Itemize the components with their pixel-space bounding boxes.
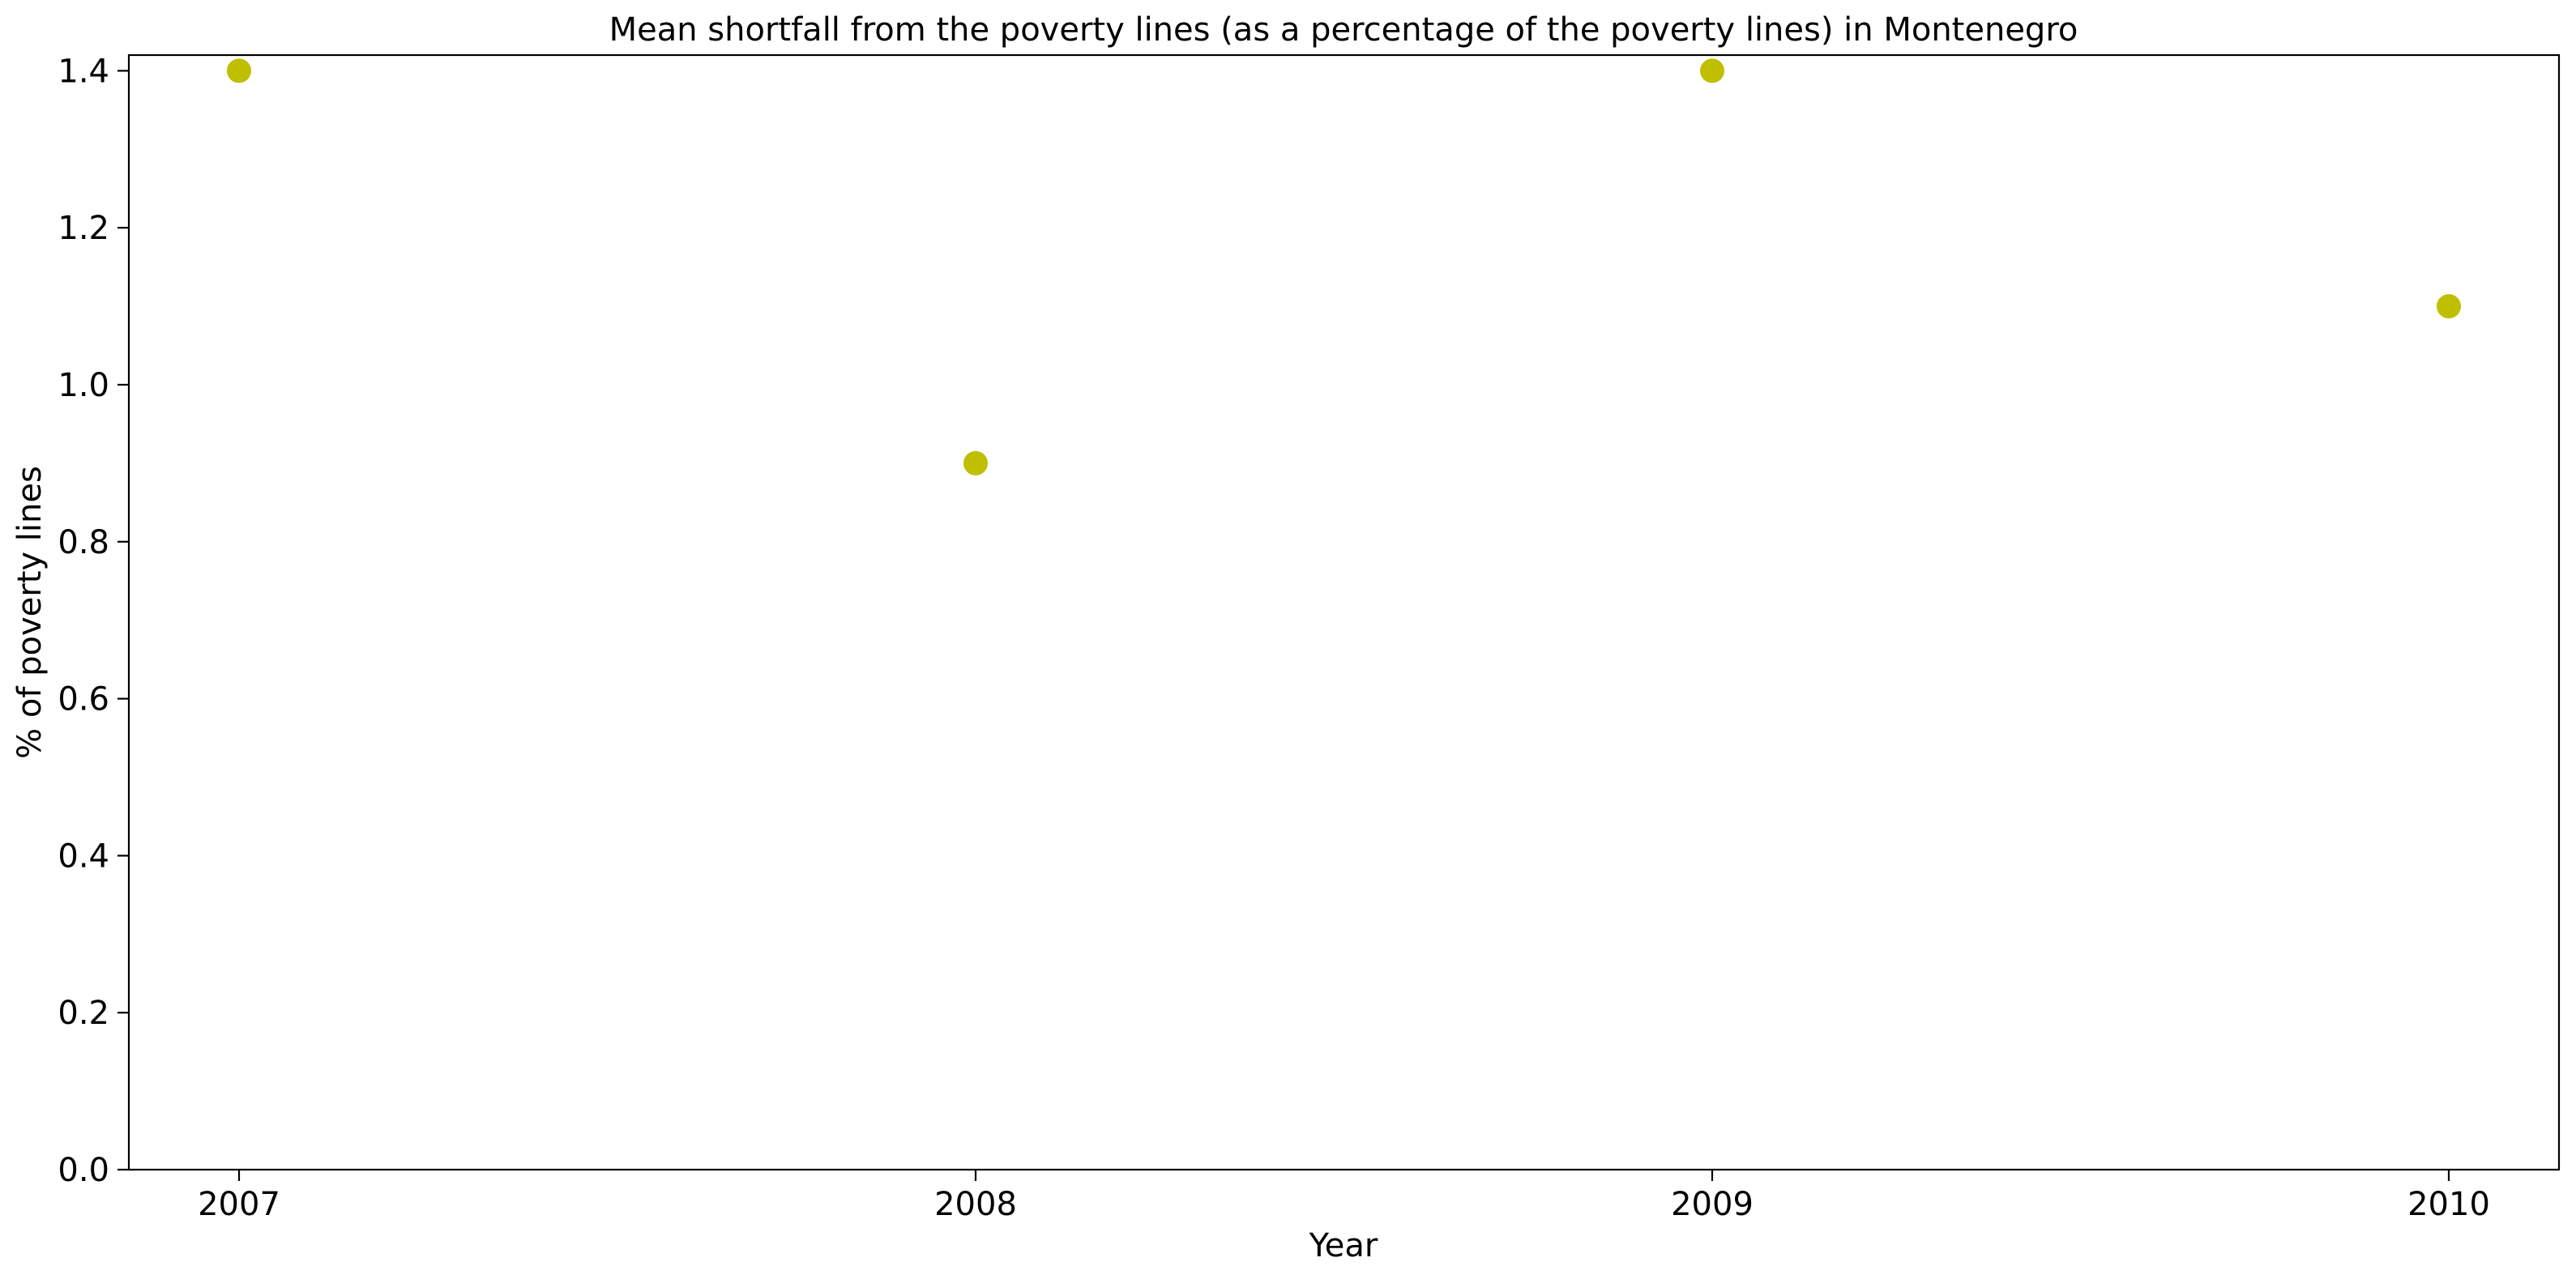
y-axis-label: % of poverty lines — [11, 466, 49, 759]
y-tick-label: 1.2 — [58, 210, 109, 247]
y-tick-label: 0.6 — [58, 681, 109, 718]
plot-frame — [127, 53, 2561, 1171]
x-axis: 2007 2008 2009 2010 — [198, 1170, 2490, 1223]
x-tick-label: 2009 — [1671, 1186, 1754, 1223]
data-points — [227, 58, 2461, 475]
y-tick-label: 0.8 — [58, 524, 109, 561]
data-point — [1700, 58, 1724, 83]
y-tick-label: 1.0 — [58, 367, 109, 404]
y-tick-label: 0.4 — [58, 838, 109, 875]
x-tick-label: 2008 — [934, 1186, 1017, 1223]
x-axis-label: Year — [1309, 1227, 1378, 1264]
chart-title: Mean shortfall from the poverty lines (a… — [609, 11, 2078, 49]
x-tick-label: 2007 — [198, 1186, 280, 1223]
data-point — [227, 58, 251, 83]
x-tick-label: 2010 — [2407, 1186, 2490, 1223]
data-point — [2437, 294, 2461, 319]
y-tick-label: 0.2 — [58, 995, 109, 1032]
data-point — [963, 450, 988, 475]
plot-area — [127, 53, 2561, 1171]
y-tick-label: 0.0 — [58, 1152, 109, 1189]
y-axis: 0.0 0.2 0.4 0.6 0.8 1.0 1.2 1.4 — [58, 53, 129, 1189]
y-tick-label: 1.4 — [58, 53, 109, 90]
